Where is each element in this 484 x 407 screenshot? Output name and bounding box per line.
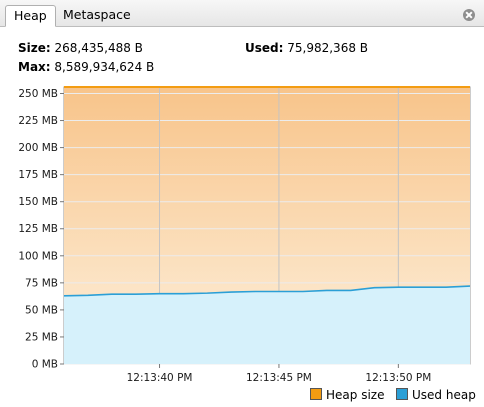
y-tick-label: 150 MB (18, 196, 58, 208)
x-tick-label: 12:13:45 PM (246, 372, 312, 384)
heap-used-stat: Used: 75,982,368 B (245, 41, 368, 55)
size-value: 268,435,488 B (54, 41, 143, 55)
y-tick-label: 175 MB (18, 169, 58, 181)
legend-used-heap-label: Used heap (412, 388, 476, 402)
legend-used-heap: Used heap (396, 388, 476, 402)
used-heap-area (64, 286, 470, 364)
max-value: 8,589,934,624 B (54, 60, 155, 74)
y-tick-label: 0 MB (32, 359, 58, 371)
y-tick-label: 50 MB (25, 304, 58, 316)
tab-heap[interactable]: Heap (5, 5, 56, 27)
size-label: Size: (18, 41, 51, 55)
heap-max-stat: Max: 8,589,934,624 B (18, 60, 154, 74)
x-tick-label: 12:13:40 PM (127, 372, 193, 384)
used-heap-line (63, 285, 471, 297)
heap-size-swatch (310, 388, 322, 400)
tab-bar: Heap Metaspace (0, 0, 484, 27)
max-label: Max: (18, 60, 51, 74)
x-tick-label: 12:13:50 PM (365, 372, 431, 384)
heap-size-stat: Size: 268,435,488 B (18, 41, 143, 55)
used-label: Used: (245, 41, 284, 55)
close-icon[interactable] (463, 9, 475, 21)
legend-heap-size: Heap size (310, 388, 384, 402)
y-tick-label: 100 MB (18, 250, 58, 262)
y-tick-label: 125 MB (18, 223, 58, 235)
legend-heap-size-label: Heap size (326, 388, 385, 402)
tab-metaspace[interactable]: Metaspace (63, 7, 131, 22)
used-value: 75,982,368 B (287, 41, 369, 55)
y-tick-label: 250 MB (18, 88, 58, 100)
used-heap-swatch (396, 388, 408, 400)
y-tick-label: 225 MB (18, 115, 58, 127)
y-tick-label: 200 MB (18, 142, 58, 154)
y-tick-label: 25 MB (25, 331, 58, 343)
y-tick-label: 75 MB (25, 277, 58, 289)
